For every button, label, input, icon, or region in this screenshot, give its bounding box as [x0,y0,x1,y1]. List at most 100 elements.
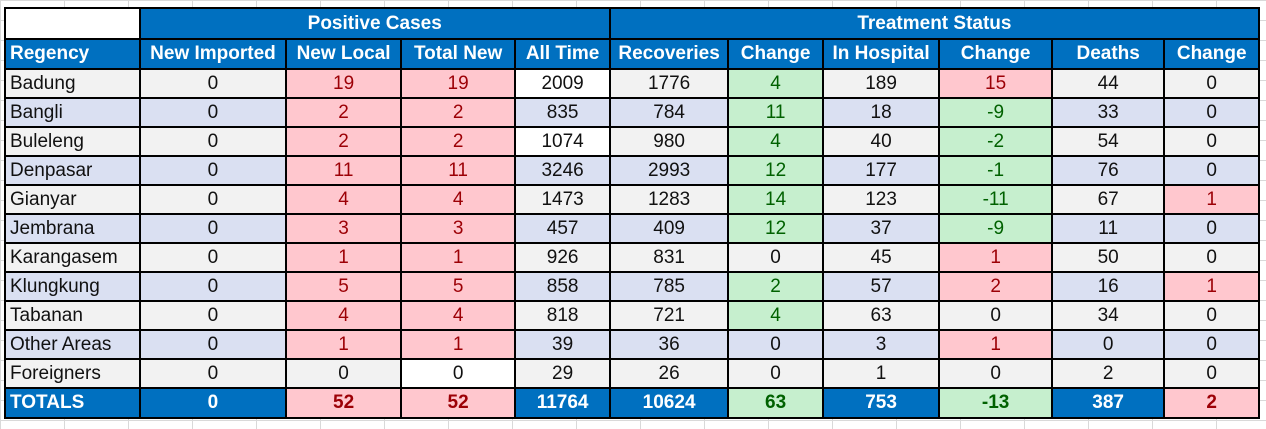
table-cell: 50 [1050,242,1166,273]
table-cell: 0 [727,358,824,389]
table-cell: 19 [399,68,517,99]
table-cell: 26 [608,358,730,389]
table-cell: 457 [514,213,611,244]
table-cell: 14 [727,184,824,215]
table-cell: 3 [821,329,941,360]
group-positive-cases: Positive Cases [138,7,611,40]
table-cell: 831 [608,242,730,273]
col-deaths: Deaths [1050,38,1166,70]
table-cell: 18 [821,97,941,128]
table-cell: 11 [1050,213,1166,244]
totals-cell: 387 [1050,387,1166,419]
totals-cell: 753 [821,387,941,419]
table-cell: 36 [608,329,730,360]
table-row: Badung 0 19 19 2009 1776 4 189 15 44 0 [4,68,1260,99]
regency-cell: Gianyar [4,184,141,215]
table-cell: 1 [821,358,941,389]
table-row: Gianyar 0 4 4 1473 1283 14 123 -11 67 1 [4,184,1260,215]
table-cell: 4 [727,300,824,331]
regency-cell: Denpasar [4,155,141,186]
table-cell: 1 [399,242,517,273]
table-row: Buleleng 0 2 2 1074 980 4 40 -2 54 0 [4,126,1260,157]
totals-cell: -13 [938,387,1053,419]
table-cell: 0 [938,358,1053,389]
regency-cell: Other Areas [4,329,141,360]
table-cell: 0 [138,213,288,244]
totals-cell: 2 [1163,387,1260,419]
totals-cell: 10624 [608,387,730,419]
table-cell: 0 [938,300,1053,331]
table-cell: 1 [938,329,1053,360]
col-new-local: New Local [285,38,402,70]
col-deaths-change: Change [1163,38,1260,70]
table-cell: -11 [938,184,1053,215]
table-cell: 721 [608,300,730,331]
col-hospital-change: Change [938,38,1053,70]
table-cell: 2 [727,271,824,302]
table-cell: 29 [514,358,611,389]
totals-label: TOTALS [4,387,141,419]
table-cell: 0 [1163,300,1260,331]
table-cell: 57 [821,271,941,302]
table-row: Foreigners 0 0 0 29 26 0 1 0 2 0 [4,358,1260,389]
totals-cell: 0 [138,387,288,419]
table-cell: 0 [1163,68,1260,99]
table-row: Denpasar 0 11 11 3246 2993 12 177 -1 76 … [4,155,1260,186]
regency-cell: Klungkung [4,271,141,302]
table-cell: 3 [285,213,402,244]
table-cell: 0 [138,242,288,273]
table-cell: 0 [1163,126,1260,157]
table-cell: 33 [1050,97,1166,128]
table-cell: 926 [514,242,611,273]
table-cell: 0 [138,184,288,215]
table-cell: 0 [727,329,824,360]
regency-cell: Bangli [4,97,141,128]
table-row: Karangasem 0 1 1 926 831 0 45 1 50 0 [4,242,1260,273]
table-cell: 0 [138,329,288,360]
table-cell: 0 [138,126,288,157]
totals-cell: 52 [285,387,402,419]
col-recoveries-change: Change [727,38,824,70]
regency-cell: Karangasem [4,242,141,273]
regency-cell: Foreigners [4,358,141,389]
table-cell: 0 [1163,329,1260,360]
table-cell: 40 [821,126,941,157]
table-cell: 2 [399,126,517,157]
regency-cell: Jembrana [4,213,141,244]
table-cell: 12 [727,155,824,186]
table-cell: 44 [1050,68,1166,99]
table-cell: 0 [138,68,288,99]
table-cell: 63 [821,300,941,331]
table-cell: 1 [1163,271,1260,302]
table-row: Tabanan 0 4 4 818 721 4 63 0 34 0 [4,300,1260,331]
table-cell: 2 [285,97,402,128]
table-cell: 0 [138,271,288,302]
table-cell: 67 [1050,184,1166,215]
table-cell: 2009 [514,68,611,99]
table-cell: 19 [285,68,402,99]
table-cell: 39 [514,329,611,360]
regency-cell: Badung [4,68,141,99]
col-new-imported: New Imported [138,38,288,70]
table-cell: 11 [727,97,824,128]
table-cell: 0 [138,97,288,128]
table-cell: 2 [399,97,517,128]
table-cell: 3246 [514,155,611,186]
covid-bali-table: Positive Cases Treatment Status Regency … [4,7,1261,419]
col-total-new: Total New [399,38,517,70]
table-cell: -2 [938,126,1053,157]
table-cell: 1074 [514,126,611,157]
table-cell: 0 [285,358,402,389]
table-cell: 12 [727,213,824,244]
table-row: Other Areas 0 1 1 39 36 0 3 1 0 0 [4,329,1260,360]
table-cell: 980 [608,126,730,157]
table-cell: -9 [938,97,1053,128]
table-cell: 0 [138,358,288,389]
col-in-hospital: In Hospital [821,38,941,70]
table-cell: 835 [514,97,611,128]
totals-cell: 11764 [514,387,611,419]
table-cell: 2 [1050,358,1166,389]
table-cell: 3 [399,213,517,244]
table-cell: 177 [821,155,941,186]
table-cell: 0 [1163,155,1260,186]
